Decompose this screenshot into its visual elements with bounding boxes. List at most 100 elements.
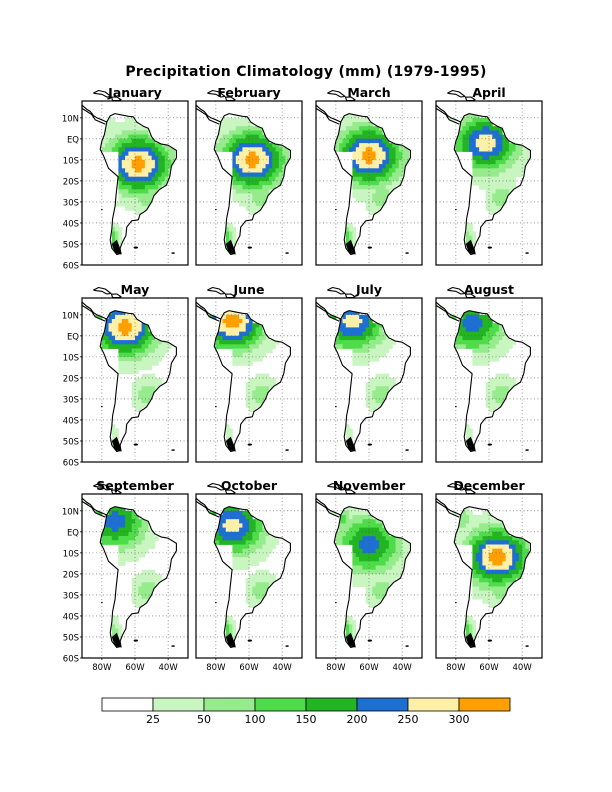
- y-tick-label: EQ: [67, 528, 79, 538]
- y-tick-label: 40S: [63, 612, 79, 622]
- x-tick-label: 40W: [273, 663, 293, 673]
- precip-field: [332, 113, 410, 253]
- precip-field: [98, 117, 176, 253]
- panel-frame: [195, 100, 303, 266]
- map-panel-january: January 10N EQ 10S 20S 30S 40S 50S 60S: [62, 85, 189, 272]
- graticule: [196, 101, 302, 265]
- y-tick-label: 10S: [63, 353, 79, 363]
- x-tick-label: 80W: [92, 663, 112, 673]
- colorbar-label: 200: [347, 713, 368, 726]
- precip-field: [199, 306, 280, 450]
- graticule: [82, 101, 188, 265]
- y-tick-label: 60S: [63, 655, 79, 665]
- colorbar-label: 150: [296, 713, 317, 726]
- precip-field: [212, 117, 290, 253]
- panel-title: June: [233, 282, 265, 297]
- coastline: [315, 482, 411, 649]
- precip-field: [85, 502, 162, 646]
- y-tick-label: 10N: [62, 507, 79, 517]
- y-tick-label: EQ: [67, 332, 79, 342]
- map-panel-june: June: [195, 282, 303, 463]
- panel-frame: [81, 297, 189, 463]
- map-panel-april: April: [435, 85, 543, 266]
- colorbar-label: 25: [146, 713, 160, 726]
- x-tick-label: 40W: [393, 663, 413, 673]
- map-panels: January 10N EQ 10S 20S 30S 40S 50S 60S February Ma…: [62, 85, 543, 673]
- y-tick-label: 10S: [63, 156, 79, 166]
- y-tick-label: 20S: [63, 570, 79, 580]
- y-tick-label: 10N: [62, 311, 79, 321]
- panel-title: October: [221, 478, 278, 493]
- panel-title: September: [96, 478, 174, 493]
- panel-frame: [81, 100, 189, 266]
- y-tick-label: 10S: [63, 549, 79, 559]
- x-tick-label: 60W: [479, 663, 499, 673]
- graticule: [316, 101, 422, 265]
- graticule: [82, 298, 188, 462]
- graticule: [316, 298, 422, 462]
- map-panel-august: August: [435, 282, 543, 463]
- graticule: [196, 298, 302, 462]
- panel-frame: [435, 297, 543, 463]
- coastline: [315, 286, 411, 453]
- coastline: [315, 89, 411, 256]
- y-tick-label: 40S: [63, 416, 79, 426]
- y-tick-label: 40S: [63, 219, 79, 229]
- precip-field: [85, 306, 172, 450]
- y-tick-label: 60S: [63, 262, 79, 272]
- y-tick-label: 60S: [63, 459, 79, 469]
- coastline: [195, 482, 291, 649]
- x-tick-label: 80W: [446, 663, 466, 673]
- x-tick-label: 60W: [239, 663, 259, 673]
- coastline: [195, 89, 291, 256]
- panel-title: July: [355, 282, 382, 297]
- map-panel-february: February: [195, 85, 303, 266]
- coastline: [81, 482, 177, 649]
- y-tick-label: 50S: [63, 437, 79, 447]
- y-tick-label: 10N: [62, 114, 79, 124]
- panel-title: March: [347, 85, 390, 100]
- panel-title: January: [107, 85, 162, 100]
- coastline: [435, 286, 531, 453]
- coastline: [81, 89, 177, 256]
- colorbar-label: 300: [449, 713, 470, 726]
- x-tick-label: 60W: [125, 663, 145, 673]
- map-panel-july: July: [315, 282, 423, 463]
- x-tick-label: 40W: [513, 663, 533, 673]
- y-tick-label: 20S: [63, 374, 79, 384]
- map-panel-december: December 80W 60W 40W: [435, 478, 543, 673]
- y-tick-label: 50S: [63, 240, 79, 250]
- panel-frame: [195, 297, 303, 463]
- panel-frame: [315, 297, 423, 463]
- colorbar-label: 250: [398, 713, 419, 726]
- coastline: [81, 286, 177, 453]
- colorbar-label: 50: [197, 713, 211, 726]
- map-panel-may: May 10N EQ 10S 20S 30S 40S 50S 60S: [62, 282, 189, 469]
- y-tick-label: 20S: [63, 177, 79, 187]
- colorbar-label: 100: [245, 713, 266, 726]
- x-tick-label: 80W: [326, 663, 346, 673]
- panel-title: December: [453, 478, 525, 493]
- figure-title: Precipitation Climatology (mm) (1979-199…: [125, 64, 487, 80]
- panel-title: May: [121, 282, 150, 297]
- panel-title: August: [464, 282, 514, 297]
- precip-field: [199, 502, 280, 646]
- coastline: [435, 89, 531, 256]
- graticule: [436, 298, 542, 462]
- panel-frame: [315, 100, 423, 266]
- x-tick-label: 40W: [159, 663, 179, 673]
- graticule: [436, 494, 542, 658]
- y-tick-label: EQ: [67, 135, 79, 145]
- precip-field: [329, 506, 410, 646]
- x-tick-label: 80W: [206, 663, 226, 673]
- coastline: [195, 286, 291, 453]
- panel-title: April: [472, 85, 505, 100]
- precip-field: [452, 506, 530, 646]
- graticule: [436, 101, 542, 265]
- y-tick-label: 30S: [63, 198, 79, 208]
- graticule: [82, 494, 188, 658]
- y-tick-label: 50S: [63, 633, 79, 643]
- y-tick-label: 30S: [63, 395, 79, 405]
- map-panel-september: September 10N EQ 10S 20S 30S 40S 50S 60S 80W 60W 40…: [62, 478, 189, 673]
- map-panel-november: November 80W 60W 40W: [315, 478, 423, 673]
